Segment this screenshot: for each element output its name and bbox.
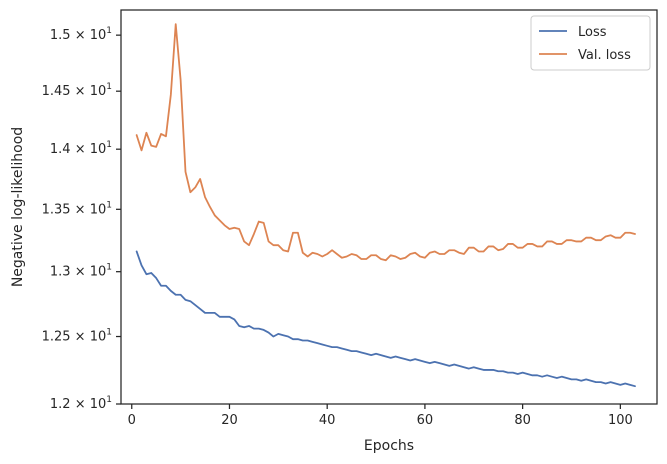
y-tick-label: 1.2 × 101: [50, 395, 112, 412]
y-axis-label: Negative log-likelihood: [10, 127, 26, 287]
x-tick-label: 80: [514, 413, 531, 428]
y-tick-label: 1.4 × 101: [50, 140, 112, 157]
y-tick-label: 1.5 × 101: [50, 26, 112, 43]
x-tick-label: 40: [319, 413, 336, 428]
y-tick-label: 1.45 × 101: [42, 82, 112, 99]
x-tick-label: 20: [221, 413, 238, 428]
plot-frame: [120, 9, 658, 405]
legend-label-loss: Loss: [578, 25, 607, 40]
x-axis-label: Epochs: [364, 438, 414, 454]
y-axis: 1.2 × 101 1.25 × 101 1.3 × 101 1.35 × 101 1.…: [42, 26, 121, 412]
series-line-val-loss: [135, 23, 636, 262]
x-tick-label: 60: [417, 413, 434, 428]
y-tick-label: 1.35 × 101: [42, 200, 112, 217]
y-tick-label: 1.25 × 101: [42, 328, 112, 345]
y-tick-label: 1.3 × 101: [50, 263, 112, 280]
x-axis: 0 20 40 60 80 100: [128, 404, 633, 428]
legend: Loss Val. loss: [530, 15, 651, 71]
legend-label-val-loss: Val. loss: [578, 48, 631, 63]
legend-box: [530, 15, 651, 71]
x-tick-label: 0: [128, 413, 136, 428]
series-lines: [135, 23, 636, 388]
series-line-loss: [135, 250, 636, 388]
x-tick-label: 100: [608, 413, 633, 428]
